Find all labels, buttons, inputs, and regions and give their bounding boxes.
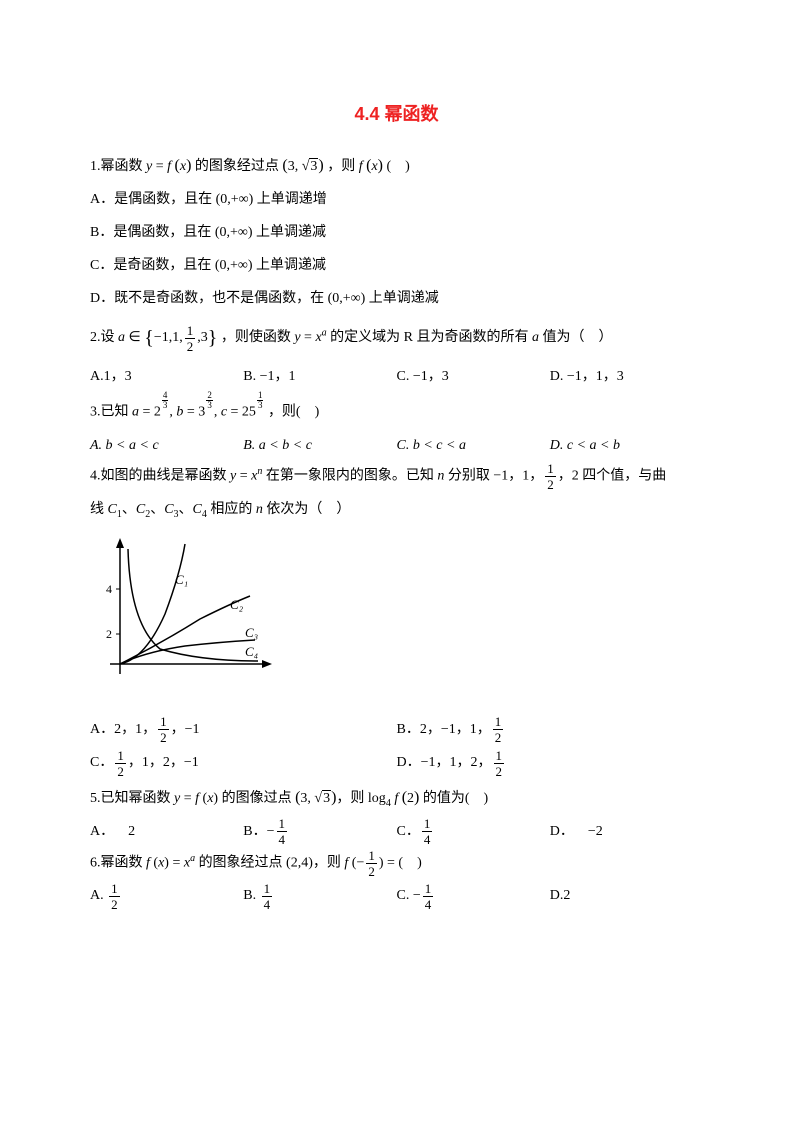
page-title: 4.4 幂函数 [90,100,703,126]
q4-line2: 线 C1、C2、C3、C4 相应的 n 依次为（ ） [90,495,703,526]
q6-options: A. 12 B. 14 C. −14 D.2 [90,881,703,912]
q5-C: C．14 [397,817,550,848]
q1-optC: C．是奇函数，且在 (0,+∞) 上单调递减 [90,251,703,282]
q4-d: ，2 四个值，与曲 [558,469,667,484]
q1-d: ( ) [383,159,410,174]
q6-a: 6.幂函数 [90,856,146,871]
q2-B: B. −1，1 [243,362,396,393]
q3-D: D. c < a < b [550,431,703,462]
q1-optD: D．既不是奇函数，也不是偶函数，在 (0,+∞) 上单调递减 [90,284,703,315]
q5-a: 5.已知幂函数 [90,791,174,806]
tick-4: 4 [106,582,112,596]
q6-C: C. −14 [397,881,550,912]
q6-A: A. 12 [90,881,243,912]
q2-A: A.1，3 [90,362,243,393]
q4-D: D．−1，1，2，12 [397,746,704,780]
q2-C: C. −1，3 [397,362,550,393]
q1-a: 1.幂函数 [90,159,146,174]
label-c2: C₂ [230,597,244,612]
q2-d: 值为（ ） [539,331,613,346]
q2-b: ，则使函数 [221,331,295,346]
q5-d: 的值为( ) [423,791,488,806]
q4-stem: 4.如图的曲线是幂函数 y = xn 在第一象限内的图象。已知 n 分别取 −1… [90,461,703,492]
q2-D: D. −1，1，3 [550,362,703,393]
q3-a: 3.已知 [90,405,132,420]
q3-C: C. b < c < a [397,431,550,462]
q2-options: A.1，3 B. −1，1 C. −1，3 D. −1，1，3 [90,362,703,393]
q6-B: B. 14 [243,881,396,912]
q1-b: 的图象经过点 [195,159,283,174]
tick-2: 2 [106,627,112,641]
q3-A: A. b < a < c [90,431,243,462]
q1-c: ，则 [327,159,359,174]
label-c4: C₄ [245,644,259,659]
q4-row1: A．2，1，12，−1 B．2，−1，1，12 [90,713,703,747]
q3-options: A. b < a < c B. a < b < c C. b < c < a D… [90,431,703,462]
q3-B: B. a < b < c [243,431,396,462]
q3-b: ，则( ) [268,405,319,420]
q4-l2b: 相应的 [210,502,256,517]
q4-B: B．2，−1，1，12 [397,713,704,747]
q4-A: A．2，1，12，−1 [90,713,397,747]
q5-b: 的图像过点 [222,791,296,806]
q3-stem: 3.已知 a = 243, b = 323, c = 2513 ，则( ) [90,393,703,428]
q5-options: A． 2 B．−14 C．14 D． −2 [90,817,703,848]
q2-c: 的定义域为 R 且为奇函数的所有 [330,331,532,346]
q2-stem: 2.设 a ∈ {−1,1,12,3} ，则使函数 y = xa 的定义域为 R… [90,316,703,360]
q1-optA: A．是偶函数，且在 (0,+∞) 上单调递增 [90,185,703,216]
q4-a: 4.如图的曲线是幂函数 [90,469,230,484]
q5-A: A． 2 [90,817,243,848]
q5-stem: 5.已知幂函数 y = f (x) 的图像过点 (3, 3)，则 log4 f … [90,780,703,815]
q1-optB: B．是偶函数，且在 (0,+∞) 上单调递减 [90,218,703,249]
q6-D: D.2 [550,881,703,912]
label-c3: C₃ [245,625,258,640]
q4-c: 分别取 −1，1， [448,469,543,484]
q4-l2a: 线 [90,502,108,517]
q4-row2: C．12，1，2，−1 D．−1，1，2，12 [90,746,703,780]
label-c1: C₁ [175,572,188,587]
q4-chart: 2 4 C₁ C₂ C₃ C₄ [90,534,703,699]
q2-a: 2.设 [90,331,118,346]
q5-D: D． −2 [550,817,703,848]
q4-l2c: 依次为（ ） [266,502,350,517]
q6-stem: 6.幂函数 f (x) = xa 的图象经过点 (2,4)，则 f (−12) … [90,848,703,879]
q4-b: 在第一象限内的图象。已知 [266,469,438,484]
q5-B: B．−14 [243,817,396,848]
q5-c: ，则 [336,791,368,806]
q6-c: ( ) [398,856,421,871]
q1-stem: 1.幂函数 y = f (x) 的图象经过点 (3, 3) ，则 f (x) (… [90,148,703,183]
q4-C: C．12，1，2，−1 [90,746,397,780]
q6-b: 的图象经过点 (2,4)，则 [199,856,345,871]
